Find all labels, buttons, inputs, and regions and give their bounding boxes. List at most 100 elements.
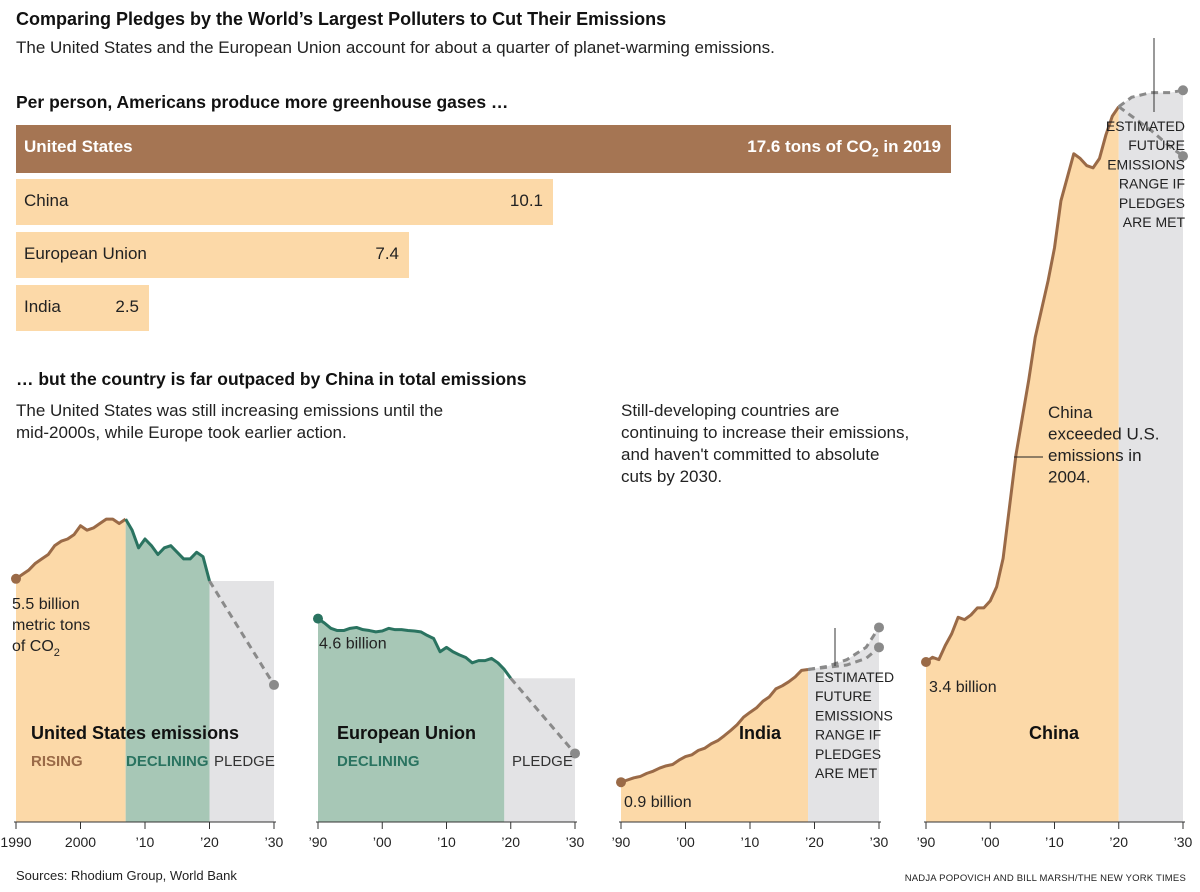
pledge-line-pledge-low bbox=[807, 646, 880, 671]
bar-india: India 2.5 bbox=[16, 285, 149, 331]
x-tick-label: ’00 bbox=[676, 834, 695, 850]
phase-band-pledge bbox=[504, 678, 575, 822]
bar-united-states: United States 17.6 tons of CO2 in 2019 bbox=[16, 125, 951, 173]
chart-subtitle: The United States and the European Union… bbox=[16, 38, 775, 57]
bar-china: China 10.1 bbox=[16, 179, 553, 225]
chart-title: Comparing Pledges by the World’s Largest… bbox=[16, 9, 667, 29]
bar-label-china: China bbox=[24, 191, 69, 210]
panel-title-india: India bbox=[739, 723, 782, 743]
emissions-line-declining bbox=[124, 518, 211, 582]
x-tick-label: ’30 bbox=[870, 834, 889, 850]
bar-label-india: India bbox=[24, 297, 61, 316]
x-tick-label: ’20 bbox=[501, 834, 520, 850]
x-tick-label: ’10 bbox=[741, 834, 760, 850]
eu-emissions-chart: ’90 ’00 ’10 ’20 ’30 4.6 billion bbox=[309, 613, 585, 850]
note-us-eu: The United States was still increasing e… bbox=[16, 400, 443, 444]
phase-band-declining bbox=[125, 519, 210, 822]
pledge-line-pledge-low bbox=[1117, 105, 1184, 158]
phase-band-rising bbox=[16, 519, 126, 822]
pledge-band bbox=[1118, 90, 1183, 822]
note-developing: Still-developing countries are continuin… bbox=[621, 400, 909, 488]
emissions-line bbox=[620, 667, 809, 784]
annotation-india-line: RANGE IF bbox=[815, 727, 881, 743]
note-developing-line-2: continuing to increase their emissions, bbox=[621, 423, 910, 442]
india-emissions-chart: ’90 ’00 ’10 ’20 ’30 0.9 billion bbox=[612, 622, 889, 850]
emissions-line bbox=[317, 617, 512, 680]
x-tick-label: ’20 bbox=[200, 834, 219, 850]
pledge-band bbox=[808, 627, 879, 822]
x-tick-label: ’90 bbox=[612, 834, 631, 850]
start-dot bbox=[616, 777, 626, 788]
x-tick-label: ’90 bbox=[917, 834, 936, 850]
start-dot bbox=[921, 657, 931, 667]
note-developing-line-1: Still-developing countries are bbox=[621, 401, 840, 420]
x-tick-label: 1990 bbox=[0, 834, 31, 850]
phase-label-rising: RISING bbox=[31, 753, 83, 770]
x-tick-label: ’30 bbox=[265, 834, 284, 850]
phase-band-pledge bbox=[209, 581, 274, 822]
start-label-line: of CO2 bbox=[12, 638, 60, 659]
callout-china-line: China bbox=[1048, 403, 1093, 422]
annotation-india-line: EMISSIONS bbox=[815, 707, 893, 723]
bar-european-union: European Union 7.4 bbox=[16, 232, 409, 278]
bar-value-united-states: 17.6 tons of CO2 in 2019 bbox=[747, 137, 941, 160]
annotation-india-line: FUTURE bbox=[815, 688, 872, 704]
callout-china-line: exceeded U.S. bbox=[1048, 425, 1160, 444]
area-fill bbox=[926, 106, 1119, 823]
pledge-end-dot bbox=[874, 642, 884, 653]
bar-label-european-union: European Union bbox=[24, 244, 147, 263]
china-emissions-chart: ’90 ’00 ’10 ’20 ’30 3.4 billion bbox=[917, 85, 1193, 850]
pledge-end-dot bbox=[1178, 85, 1188, 96]
pledge-end-dot bbox=[874, 622, 884, 633]
pledge-end-dot bbox=[269, 679, 279, 690]
x-tick-label: ’00 bbox=[981, 834, 1000, 850]
annotation-china-line: EMISSIONS bbox=[1107, 156, 1185, 172]
phase-label-declining: DECLINING bbox=[337, 753, 420, 770]
x-tick-label: ’10 bbox=[136, 834, 155, 850]
us-emissions-chart: 1990 2000 ’10 ’20 ’30 5.5 billion metric tons o… bbox=[0, 517, 284, 850]
area-fill bbox=[621, 669, 809, 822]
bar-value-european-union: 7.4 bbox=[375, 244, 399, 263]
x-tick-label: ’20 bbox=[1109, 834, 1128, 850]
callout-china-line: emissions in bbox=[1048, 446, 1142, 465]
callout-china-line: 2004. bbox=[1048, 468, 1091, 487]
panel-title-china: China bbox=[1029, 723, 1080, 743]
section-heading-per-person: Per person, Americans produce more green… bbox=[16, 92, 509, 112]
annotation-china-line: FUTURE bbox=[1128, 137, 1185, 153]
x-tick-label: ’20 bbox=[805, 834, 824, 850]
phase-label-pledge: PLEDGE bbox=[214, 753, 275, 770]
bar-value-india: 2.5 bbox=[115, 297, 139, 316]
annotation-china-line: ARE MET bbox=[1123, 214, 1186, 230]
subscript: 2 bbox=[54, 647, 60, 659]
note-us-eu-line-2: mid-2000s, while Europe took earlier act… bbox=[16, 423, 347, 442]
start-label-line: metric tons bbox=[12, 617, 90, 634]
start-dot bbox=[313, 613, 323, 624]
x-tick-label: ’00 bbox=[373, 834, 392, 850]
annotation-china-line: RANGE IF bbox=[1119, 176, 1185, 192]
x-tick-label: 2000 bbox=[65, 834, 96, 850]
phase-band-declining bbox=[318, 618, 505, 822]
start-label-line: 0.9 billion bbox=[624, 794, 692, 811]
x-tick-label: ’10 bbox=[437, 834, 456, 850]
start-label-line: 5.5 billion bbox=[12, 596, 80, 613]
x-tick-label: ’10 bbox=[1045, 834, 1064, 850]
annotation-china-line: ESTIMATED bbox=[1106, 118, 1185, 134]
start-label-line: 3.4 billion bbox=[929, 679, 997, 696]
credit: NADJA POPOVICH AND BILL MARSH/THE NEW YO… bbox=[904, 873, 1186, 884]
emissions-line bbox=[925, 105, 1120, 664]
x-tick-label: ’30 bbox=[1174, 834, 1193, 850]
annotation-india-line: PLEDGES bbox=[815, 746, 881, 762]
panel-title-us: United States emissions bbox=[31, 723, 239, 743]
annotation-china-line: PLEDGES bbox=[1119, 195, 1185, 211]
phase-label-declining: DECLINING bbox=[126, 753, 209, 770]
section-heading-total: … but the country is far outpaced by Chi… bbox=[16, 369, 527, 389]
pledge-end-dot bbox=[570, 748, 580, 759]
annotation-india-line: ESTIMATED bbox=[815, 669, 894, 685]
pledge-line-pledge bbox=[509, 677, 577, 755]
start-dot bbox=[11, 573, 21, 584]
pledge-end-dot bbox=[1178, 151, 1188, 162]
x-tick-label: ’30 bbox=[566, 834, 585, 850]
emissions-line-rising bbox=[15, 517, 127, 581]
bar-label-united-states: United States bbox=[24, 137, 133, 156]
